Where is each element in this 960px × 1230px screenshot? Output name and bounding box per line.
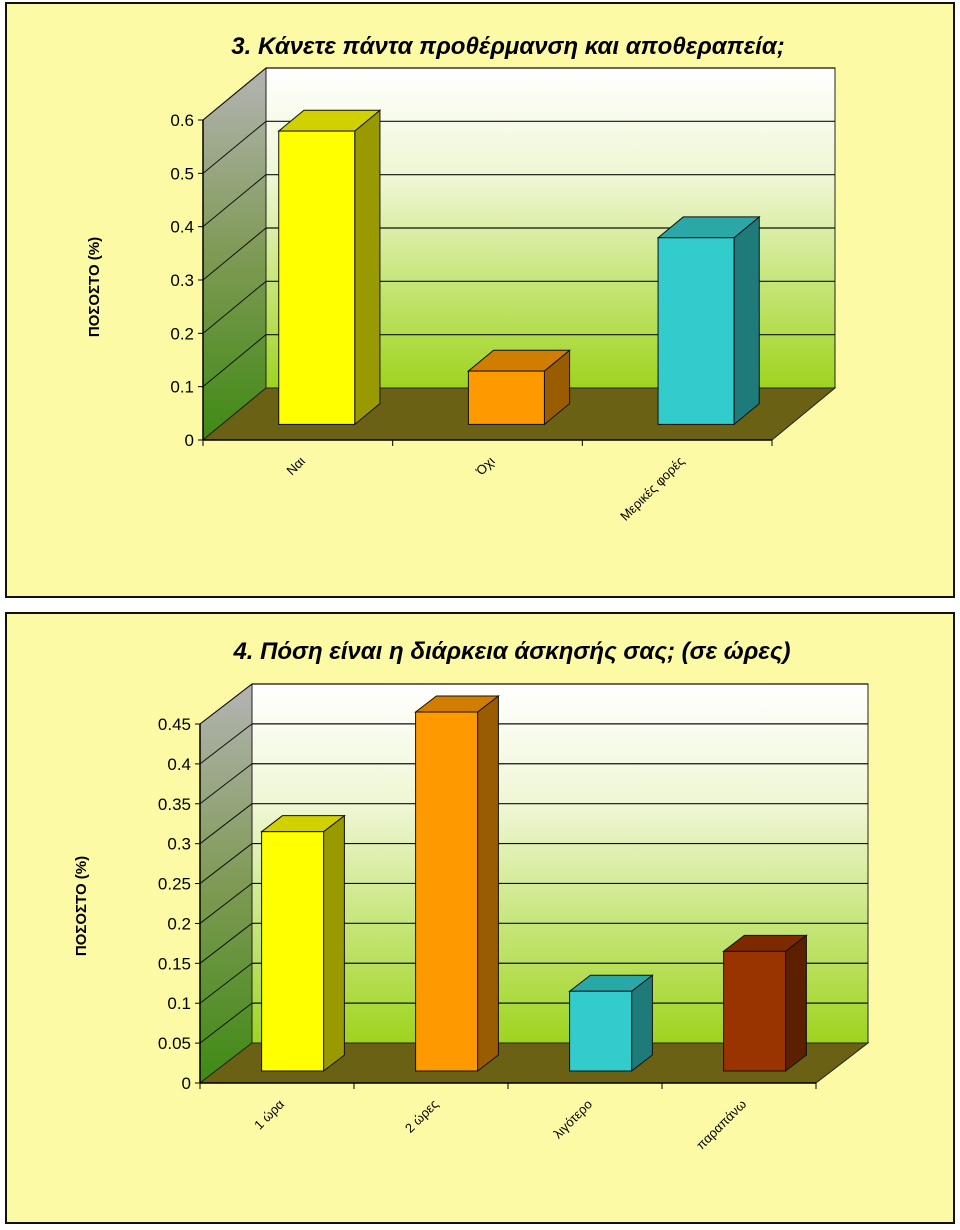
- x-category-label: Μερικές φορές: [617, 454, 687, 524]
- gridline-side: [199, 883, 253, 924]
- chart-1-title: 3. Κάνετε πάντα προθέρμανση και αποθεραπ…: [231, 33, 784, 60]
- y-tick-label: 0.35: [158, 795, 191, 814]
- x-category-label: Ναι: [283, 453, 308, 478]
- y-tick-label: 0.05: [158, 1034, 191, 1053]
- y-tick-label: 0.45: [158, 715, 191, 734]
- bar-3: [656, 215, 761, 426]
- chart-2-ylabel: ΠΟΣΟΣΤΟ (%): [73, 856, 90, 956]
- bar-front: [569, 990, 633, 1072]
- x-category-label: παραπάνω: [693, 1097, 749, 1153]
- bar-2: [467, 349, 571, 426]
- y-tick-label: 0: [185, 431, 194, 450]
- bar-4: [722, 934, 808, 1073]
- chart-2-plot: 0 0.05 0.1 0.15 0.2 0.25 0.3 0.35 0.4 0.45 1 ώρα 2 …: [158, 682, 870, 1153]
- x-category-label: 1 ώρα: [251, 1096, 287, 1132]
- y-tick-label: 0: [182, 1074, 191, 1093]
- y-tick-label: 0.1: [170, 378, 194, 397]
- gridline-side: [199, 962, 253, 1004]
- gridline-side: [202, 334, 267, 388]
- gridline-side: [202, 120, 267, 174]
- y-tick-label: 0.4: [170, 218, 194, 237]
- bar-side: [323, 814, 345, 1073]
- gridline-side: [202, 67, 267, 121]
- gridline-side: [199, 922, 253, 964]
- chart-panel-2: 4. Πόση είναι η διάρκεια άσκησής σας; (σ…: [5, 612, 955, 1224]
- bar-front: [415, 711, 479, 1072]
- y-tick-label: 0.2: [170, 324, 194, 343]
- y-tick-label: 0.2: [167, 914, 191, 933]
- bar-front: [261, 831, 325, 1072]
- gridline-side: [202, 227, 267, 281]
- chart-2-svg: 4. Πόση είναι η διάρκεια άσκησής σας; (σ…: [73, 638, 870, 1153]
- y-tick-label: 0.15: [158, 954, 191, 973]
- gridline-side: [199, 803, 253, 845]
- gridline-side: [202, 174, 267, 228]
- bar-2: [414, 694, 500, 1073]
- y-tick-label: 0.6: [170, 111, 194, 130]
- chart-2-title: 4. Πόση είναι η διάρκεια άσκησής σας; (σ…: [232, 638, 790, 665]
- x-category-label: 2 ώρες: [402, 1097, 441, 1136]
- y-tick-label: 0.5: [170, 164, 194, 183]
- chart-1-ylabel: ΠΟΣΟΣΤΟ (%): [86, 237, 103, 337]
- bar-side: [354, 109, 381, 426]
- y-tick-label: 0.1: [167, 994, 191, 1013]
- gridline-side: [199, 723, 253, 765]
- x-category-label: Όχι: [472, 453, 497, 478]
- bar-side: [631, 974, 653, 1073]
- gridline-side: [202, 280, 267, 334]
- bar-front: [723, 950, 787, 1072]
- chart-1-plot: 0 0.1 0.2 0.3 0.4 0.5 0.6 Ναι Όχι Μερικές φορές: [170, 66, 837, 524]
- chart-1-svg: 3. Κάνετε πάντα προθέρμανση και αποθεραπ…: [86, 33, 837, 524]
- bar-side: [477, 694, 499, 1073]
- y-tick-label: 0.4: [167, 755, 191, 774]
- gridline-side: [199, 763, 253, 805]
- bar-front: [467, 370, 545, 425]
- bar-side: [785, 934, 807, 1073]
- bar-front: [278, 130, 356, 425]
- gridline-side: [199, 843, 253, 884]
- bar-side: [733, 215, 760, 426]
- gridline-side: [199, 683, 253, 725]
- y-tick-label: 0.3: [170, 271, 194, 290]
- bar-front: [657, 237, 735, 425]
- bar-1: [277, 109, 382, 426]
- bar-1: [260, 814, 346, 1073]
- y-tick-label: 0.3: [167, 835, 191, 854]
- y-tick-label: 0.25: [158, 875, 191, 894]
- x-category-label: λιγότερο: [550, 1097, 595, 1142]
- bar-3: [568, 974, 654, 1073]
- gridline-side: [199, 1002, 253, 1044]
- chart-panel-1: 3. Κάνετε πάντα προθέρμανση και αποθεραπ…: [5, 2, 955, 598]
